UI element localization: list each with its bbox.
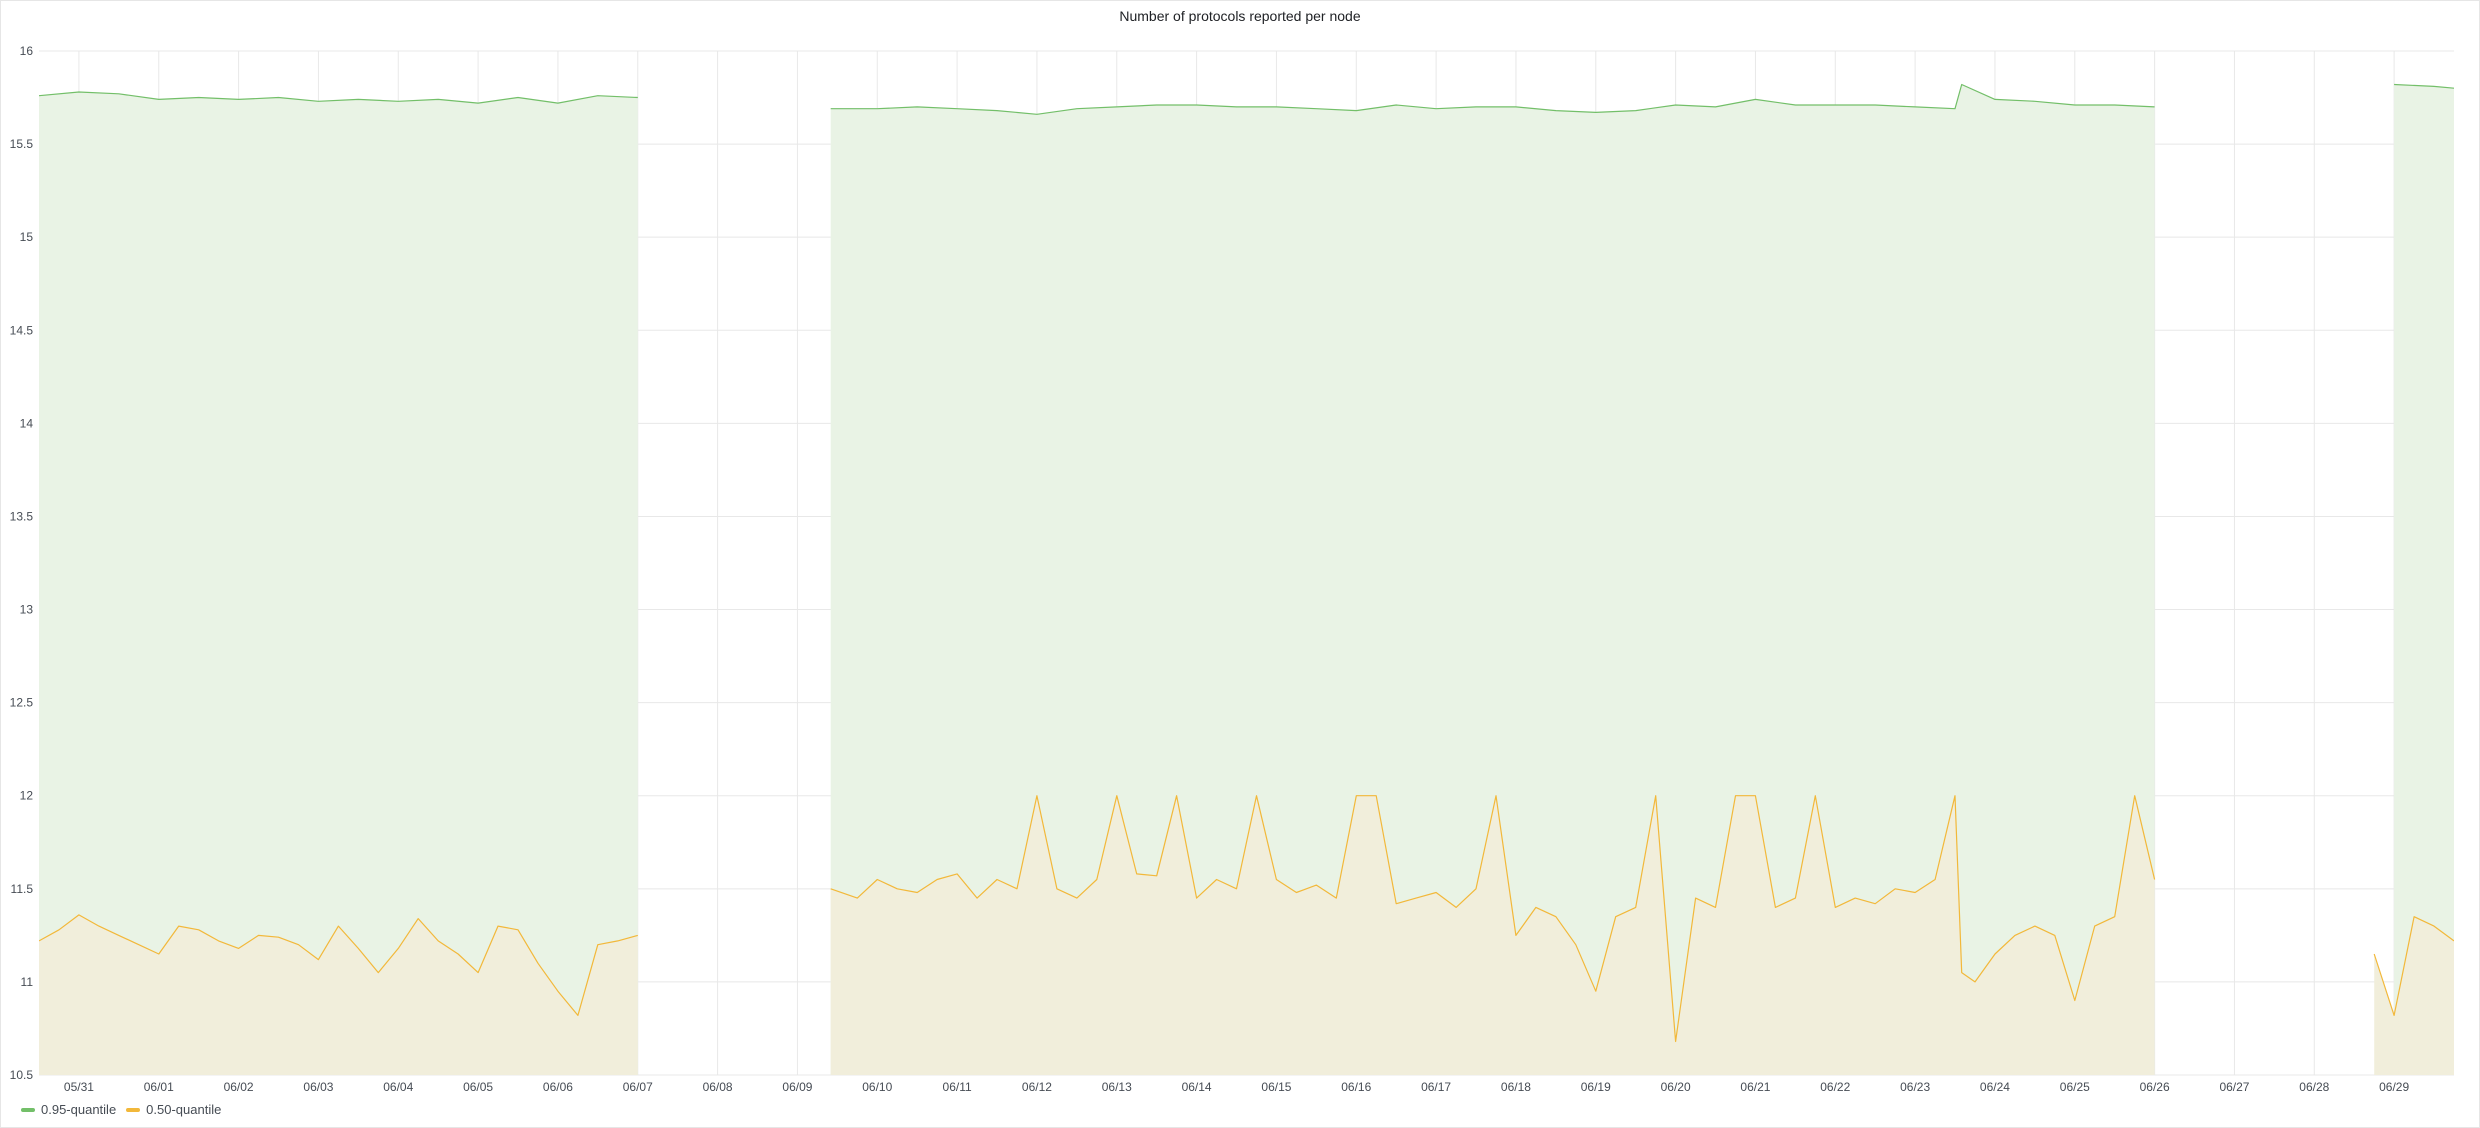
series-line-1 (39, 914, 638, 1017)
x-tick-label: 06/02 (224, 1080, 254, 1094)
series-area-0 (39, 92, 638, 1075)
series-area-1 (830, 795, 2155, 1075)
y-tick-label: 12.5 (10, 696, 34, 710)
x-tick-label: 06/27 (2219, 1080, 2249, 1094)
series-line-0 (830, 83, 2155, 115)
x-tick-label: 06/06 (543, 1080, 573, 1094)
legend-swatch-095 (21, 1107, 35, 1112)
x-tick-label: 06/07 (623, 1080, 653, 1094)
x-tick-label: 06/05 (463, 1080, 493, 1094)
x-tick-label: 06/29 (2379, 1080, 2409, 1094)
x-tick-label: 06/23 (1900, 1080, 1930, 1094)
legend: 0.95-quantile 0.50-quantile (21, 1102, 221, 1117)
x-tick-label: 06/24 (1980, 1080, 2010, 1094)
x-tick-label: 06/09 (782, 1080, 812, 1094)
x-tick-label: 06/28 (2299, 1080, 2329, 1094)
series-line-0 (2394, 83, 2454, 89)
x-tick-label: 06/16 (1341, 1080, 1371, 1094)
y-tick-label: 13.5 (10, 509, 34, 523)
y-tick-label: 11 (21, 975, 34, 989)
chart-title: Number of protocols reported per node (1119, 8, 1361, 24)
y-tick-label: 13 (20, 603, 34, 617)
series-area-1 (39, 914, 638, 1075)
x-tick-label: 06/12 (1022, 1080, 1052, 1094)
x-tick-label: 06/01 (144, 1080, 174, 1094)
x-tick-label: 06/15 (1261, 1080, 1291, 1094)
y-tick-label: 16 (20, 44, 34, 58)
x-tick-label: 06/19 (1581, 1080, 1611, 1094)
y-tick-label: 10.5 (10, 1068, 34, 1082)
axis-layer: 10.5 11 11.5 12 12.5 13 13.5 14 14.5 15 15.5 16 05/3… (10, 44, 2410, 1094)
series-area-1 (2374, 916, 2454, 1075)
x-tick-label: 06/03 (303, 1080, 333, 1094)
series-line-1 (830, 795, 2156, 1043)
series-area-0 (830, 84, 2155, 1075)
y-tick-label: 15.5 (10, 137, 34, 151)
y-tick-label: 12 (20, 789, 34, 803)
x-tick-label: 06/08 (703, 1080, 733, 1094)
legend-swatch-050 (126, 1107, 141, 1112)
x-tick-label: 06/17 (1421, 1080, 1451, 1094)
x-tick-label: 06/18 (1501, 1080, 1531, 1094)
x-tick-label: 06/14 (1182, 1080, 1212, 1094)
x-tick-label: 06/26 (2140, 1080, 2170, 1094)
x-tick-label: 06/21 (1740, 1080, 1770, 1094)
legend-label-095: 0.95-quantile (41, 1102, 117, 1117)
legend-label-050: 0.50-quantile (146, 1102, 222, 1117)
y-tick-label: 14 (20, 416, 34, 430)
y-tick-label: 15 (20, 230, 34, 244)
legend-item-095[interactable]: 0.95-quantile (21, 1102, 116, 1117)
series-line-0 (39, 91, 638, 104)
legend-item-050[interactable]: 0.50-quantile (126, 1102, 221, 1117)
x-tick-label: 05/31 (64, 1080, 94, 1094)
series-area-0 (2394, 84, 2454, 1075)
y-tick-label: 11.5 (11, 882, 34, 896)
x-tick-label: 06/11 (943, 1080, 972, 1094)
x-tick-label: 06/10 (862, 1080, 892, 1094)
x-tick-label: 06/22 (1820, 1080, 1850, 1094)
x-tick-label: 06/25 (2060, 1080, 2090, 1094)
y-tick-label: 14.5 (10, 323, 34, 337)
series-layer (39, 83, 2454, 1043)
x-tick-label: 06/13 (1102, 1080, 1132, 1094)
x-tick-label: 06/04 (383, 1080, 413, 1094)
series-line-1 (2373, 916, 2454, 1017)
fill-layer (39, 84, 2454, 1075)
x-tick-label: 06/20 (1661, 1080, 1691, 1094)
